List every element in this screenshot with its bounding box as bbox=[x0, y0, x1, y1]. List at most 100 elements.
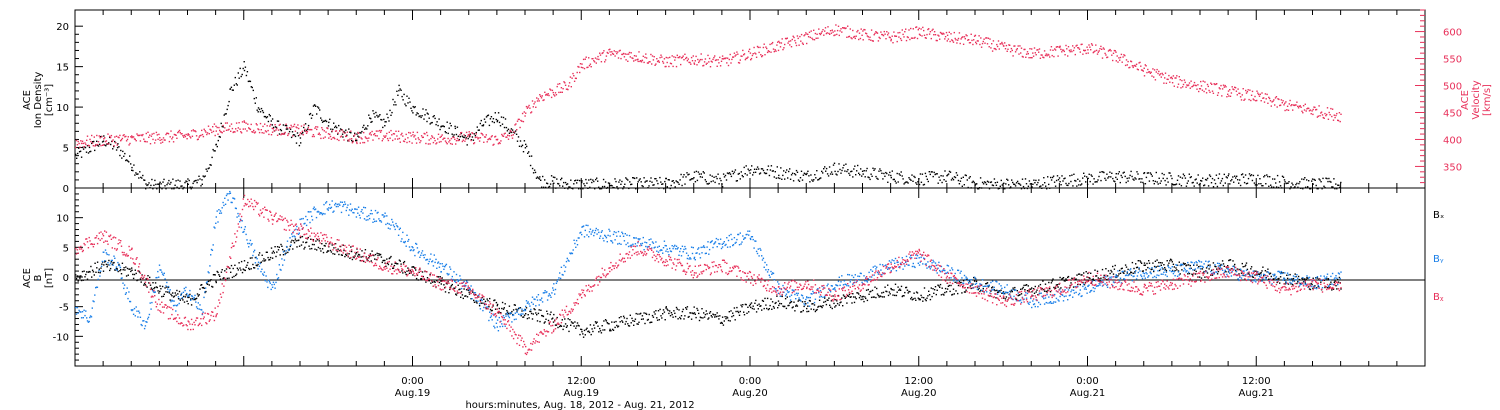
bx-point bbox=[308, 245, 310, 247]
velocity-point bbox=[490, 136, 493, 138]
bx-point bbox=[241, 271, 244, 274]
velocity-point bbox=[1255, 100, 1257, 102]
bx-point bbox=[1146, 262, 1148, 265]
density-point bbox=[984, 181, 987, 184]
bx-point bbox=[1061, 278, 1063, 280]
density-point bbox=[1019, 184, 1022, 186]
density-point bbox=[728, 172, 731, 174]
density-point bbox=[371, 120, 373, 123]
density-point bbox=[863, 170, 865, 172]
density-point bbox=[960, 177, 963, 179]
by-point bbox=[219, 210, 222, 212]
bx-point bbox=[327, 250, 329, 252]
velocity-point bbox=[975, 41, 977, 43]
by-point bbox=[173, 300, 175, 302]
density-point bbox=[462, 136, 464, 138]
density-point bbox=[760, 168, 763, 170]
velocity-point bbox=[659, 56, 661, 59]
bx-point bbox=[172, 296, 175, 298]
velocity-point bbox=[1112, 59, 1114, 62]
velocity-point bbox=[899, 31, 901, 34]
density-point bbox=[830, 171, 833, 173]
velocity-point bbox=[1112, 52, 1115, 54]
density-point bbox=[471, 136, 474, 138]
top-left-tick-label: 20 bbox=[56, 22, 69, 33]
velocity-point bbox=[301, 130, 304, 132]
bx-point bbox=[802, 309, 804, 312]
density-point bbox=[1131, 175, 1133, 178]
density-point bbox=[1236, 175, 1238, 177]
velocity-point bbox=[1144, 64, 1146, 66]
bx-point bbox=[1127, 268, 1129, 271]
bx-point bbox=[1169, 258, 1172, 260]
velocity-point bbox=[696, 64, 698, 66]
by-point bbox=[137, 316, 139, 318]
bx-point bbox=[622, 315, 625, 317]
bx-point bbox=[1222, 263, 1225, 265]
bx-point bbox=[1032, 288, 1035, 290]
velocity-point bbox=[795, 42, 797, 44]
top-right-tick-label: 550 bbox=[1443, 55, 1462, 66]
velocity-point bbox=[915, 26, 918, 28]
density-point bbox=[292, 134, 295, 136]
bx-point bbox=[615, 320, 617, 323]
velocity-point bbox=[989, 38, 991, 40]
density-point bbox=[577, 179, 579, 181]
velocity-point bbox=[113, 145, 115, 147]
velocity-point bbox=[978, 35, 980, 37]
by-point bbox=[250, 244, 252, 246]
velocity-point bbox=[231, 127, 234, 130]
density-point bbox=[1292, 184, 1294, 186]
bx-point bbox=[1326, 277, 1328, 280]
density-point bbox=[614, 178, 616, 180]
velocity-point bbox=[587, 66, 589, 68]
density-point bbox=[675, 180, 677, 182]
bx-point bbox=[238, 262, 240, 264]
velocity-point bbox=[1076, 44, 1078, 46]
density-point bbox=[484, 121, 487, 123]
density-point bbox=[1316, 187, 1318, 190]
density-point bbox=[1054, 185, 1057, 187]
bx-point bbox=[1144, 264, 1146, 266]
velocity-point bbox=[283, 133, 286, 135]
by-point bbox=[129, 300, 131, 303]
density-point bbox=[304, 123, 307, 125]
by-point bbox=[254, 262, 257, 264]
velocity-point bbox=[996, 45, 999, 48]
density-point bbox=[1326, 177, 1328, 180]
density-point bbox=[1308, 180, 1310, 182]
velocity-point bbox=[617, 51, 619, 53]
density-point bbox=[741, 174, 743, 177]
velocity-point bbox=[860, 28, 862, 30]
by-point bbox=[300, 218, 303, 220]
density-point bbox=[1296, 182, 1298, 185]
density-point bbox=[1232, 176, 1234, 178]
by-point bbox=[92, 300, 94, 302]
by-point bbox=[231, 201, 233, 204]
bx-point bbox=[597, 325, 599, 327]
velocity-point bbox=[812, 38, 814, 41]
velocity-point bbox=[362, 141, 364, 144]
bx-point bbox=[847, 295, 849, 297]
velocity-point bbox=[386, 137, 389, 140]
density-point bbox=[905, 181, 907, 183]
bx-point bbox=[872, 296, 874, 298]
bx-point bbox=[345, 253, 347, 256]
density-point bbox=[1185, 185, 1188, 187]
bx-point bbox=[1273, 278, 1275, 280]
bx-point bbox=[274, 246, 276, 248]
bx-point bbox=[818, 299, 821, 301]
bx-point bbox=[220, 271, 223, 273]
velocity-point bbox=[1054, 48, 1056, 50]
velocity-point bbox=[1324, 112, 1326, 115]
density-point bbox=[1247, 177, 1250, 180]
bx-point bbox=[1327, 278, 1330, 280]
velocity-point bbox=[903, 36, 905, 38]
velocity-point bbox=[443, 137, 445, 139]
by-point bbox=[204, 287, 207, 289]
bx-point bbox=[1097, 277, 1099, 279]
bx-point bbox=[501, 301, 504, 304]
density-point bbox=[301, 133, 303, 135]
by-point bbox=[196, 307, 199, 310]
density-point bbox=[351, 139, 353, 142]
